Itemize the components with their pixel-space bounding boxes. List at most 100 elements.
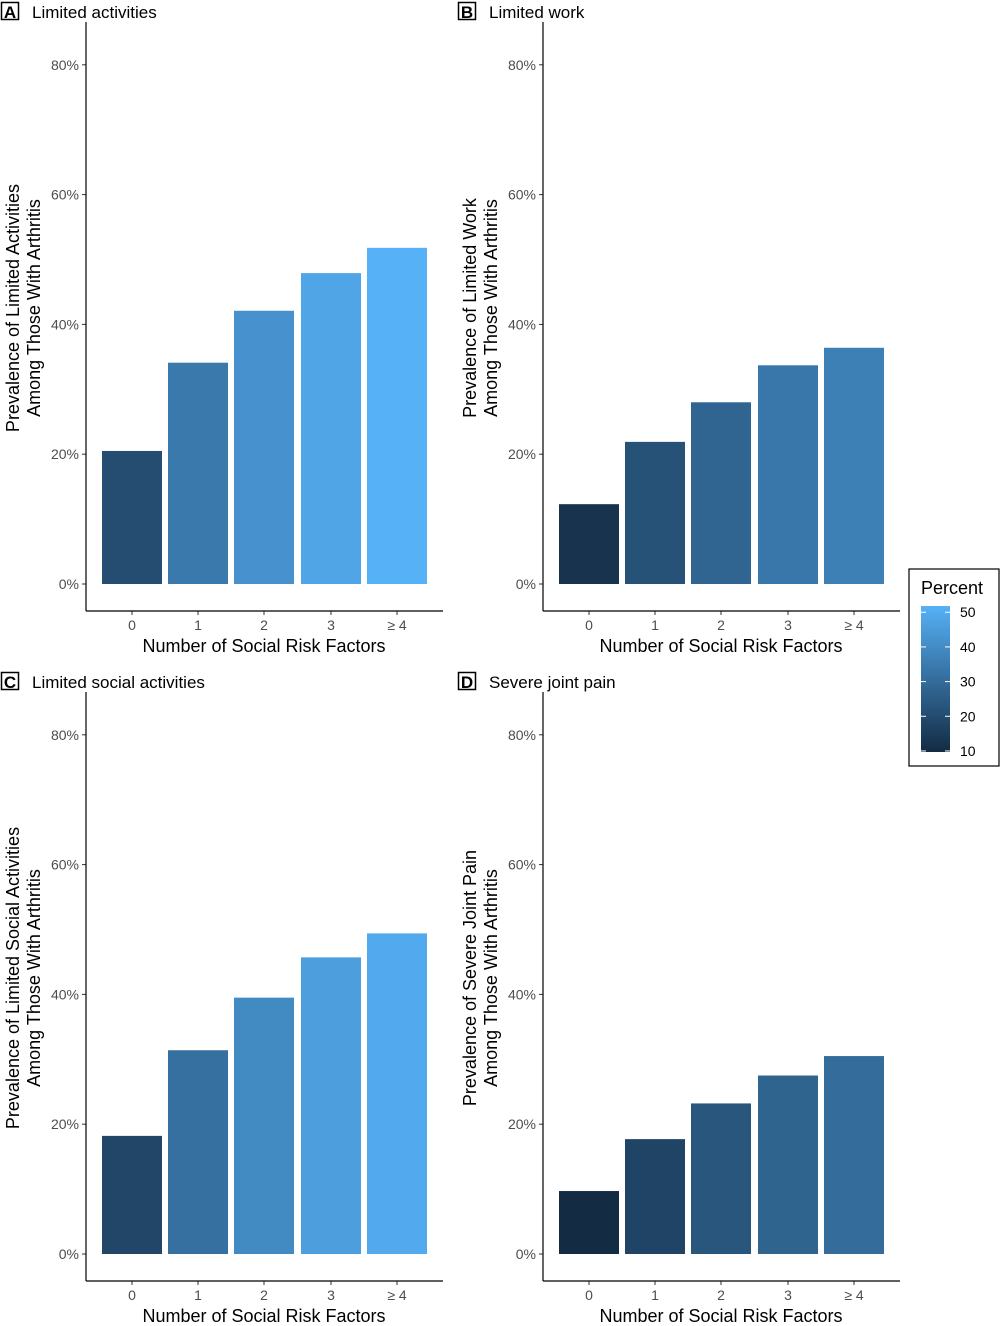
- x-axis-label: Number of Social Risk Factors: [599, 636, 842, 656]
- panel-title: Limited social activities: [32, 673, 205, 692]
- x-tick-label: 0: [585, 617, 593, 633]
- panel-letter-box: [0, 1, 20, 21]
- y-tick-label: 60%: [51, 187, 79, 203]
- bar: [168, 1050, 228, 1254]
- y-tick-label: 0%: [516, 576, 536, 592]
- y-axis-label-line: Among Those With Arthritis: [24, 869, 44, 1087]
- bar: [758, 365, 818, 584]
- y-tick-label: 80%: [508, 57, 536, 73]
- bar: [367, 933, 427, 1254]
- panel-title: Severe joint pain: [489, 673, 616, 692]
- x-axis-label: Number of Social Risk Factors: [599, 1306, 842, 1326]
- y-axis-label-line: Among Those With Arthritis: [24, 199, 44, 417]
- y-tick-label: 40%: [51, 316, 79, 332]
- bar: [234, 310, 294, 584]
- bar: [691, 402, 751, 584]
- y-axis-label: Prevalence of Limited Social ActivitiesA…: [3, 827, 44, 1129]
- y-tick-label: 20%: [508, 1116, 536, 1132]
- legend-title: Percent: [921, 578, 983, 598]
- x-tick-label: ≥ 4: [387, 1287, 407, 1303]
- bar: [691, 1103, 751, 1254]
- x-tick-label: 0: [585, 1287, 593, 1303]
- x-tick-label: 2: [260, 1287, 268, 1303]
- x-tick-label: 1: [651, 1287, 659, 1303]
- y-axis-label-line: Prevalence of Limited Work: [460, 197, 480, 418]
- panel-letter: D: [461, 673, 473, 692]
- bar: [168, 362, 228, 584]
- y-tick-label: 20%: [508, 446, 536, 462]
- panel-title: Limited activities: [32, 3, 157, 22]
- legend-colorbar: [921, 606, 950, 752]
- x-tick-label: 0: [128, 1287, 136, 1303]
- x-axis-label: Number of Social Risk Factors: [142, 1306, 385, 1326]
- bar: [758, 1075, 818, 1254]
- panel-letter-box: [457, 1, 477, 21]
- y-tick-label: 60%: [508, 857, 536, 873]
- x-tick-label: 1: [194, 617, 202, 633]
- panel-c: C Limited social activities 0% 20% 40% 60% 80%…: [0, 671, 443, 1326]
- panel-a: A Limited activities 0% 20% 40% 60% 80% 0 1 2 3 ≥ 4…: [0, 1, 443, 656]
- panel-letter: C: [4, 673, 16, 692]
- x-tick-label: 1: [651, 617, 659, 633]
- panel-letter: A: [4, 3, 16, 22]
- y-tick-label: 80%: [51, 57, 79, 73]
- bar: [625, 1139, 685, 1254]
- bar: [559, 504, 619, 584]
- x-tick-label: 3: [784, 617, 792, 633]
- legend-label: 10: [960, 743, 976, 759]
- legend-label: 40: [960, 639, 976, 655]
- panel-d: D Severe joint pain 0% 20% 40% 60% 80% 0 1 2 3 ≥ 4N…: [457, 671, 900, 1326]
- bar: [301, 957, 361, 1254]
- x-tick-label: 3: [327, 617, 335, 633]
- y-axis-label: Prevalence of Limited WorkAmong Those Wi…: [460, 197, 501, 418]
- y-tick-label: 20%: [51, 446, 79, 462]
- legend: Percent 50 40 30 20 10: [908, 568, 1000, 767]
- bar: [625, 441, 685, 584]
- x-tick-label: 1: [194, 1287, 202, 1303]
- x-tick-label: ≥ 4: [387, 617, 407, 633]
- bar: [102, 450, 162, 584]
- panel-letter-box: [0, 671, 20, 691]
- bar: [559, 1191, 619, 1254]
- y-axis-label-line: Among Those With Arthritis: [481, 869, 501, 1087]
- y-tick-label: 60%: [51, 857, 79, 873]
- x-tick-label: 2: [717, 1287, 725, 1303]
- x-tick-label: 2: [717, 617, 725, 633]
- panel-b: B Limited work 0% 20% 40% 60% 80% 0 1 2 3 ≥ 4Number…: [457, 1, 900, 656]
- y-axis-label-line: Prevalence of Severe Joint Pain: [460, 850, 480, 1106]
- y-tick-label: 40%: [51, 986, 79, 1002]
- bar: [824, 1056, 884, 1254]
- x-tick-label: 2: [260, 617, 268, 633]
- bar: [301, 273, 361, 584]
- x-axis-label: Number of Social Risk Factors: [142, 636, 385, 656]
- y-axis-label: Prevalence of Limited ActivitiesAmong Th…: [3, 184, 44, 432]
- x-tick-label: ≥ 4: [844, 1287, 864, 1303]
- legend-label: 30: [960, 674, 976, 690]
- legend-label: 50: [960, 604, 976, 620]
- y-tick-label: 60%: [508, 187, 536, 203]
- y-tick-label: 0%: [59, 1246, 79, 1262]
- y-tick-label: 80%: [51, 727, 79, 743]
- panel-letter: B: [461, 3, 473, 22]
- y-tick-label: 0%: [516, 1246, 536, 1262]
- y-axis-label-line: Prevalence of Limited Social Activities: [3, 827, 23, 1129]
- y-axis-label-line: Among Those With Arthritis: [481, 199, 501, 417]
- y-tick-label: 80%: [508, 727, 536, 743]
- x-tick-label: 0: [128, 617, 136, 633]
- legend-label: 20: [960, 708, 976, 724]
- x-tick-label: ≥ 4: [844, 617, 864, 633]
- panel-letter-box: [457, 671, 477, 691]
- panel-title: Limited work: [489, 3, 585, 22]
- bar: [234, 997, 294, 1254]
- y-axis-label: Prevalence of Severe Joint PainAmong Tho…: [460, 850, 501, 1106]
- y-tick-label: 40%: [508, 986, 536, 1002]
- bar: [824, 347, 884, 584]
- x-tick-label: 3: [784, 1287, 792, 1303]
- y-axis-label-line: Prevalence of Limited Activities: [3, 184, 23, 432]
- y-tick-label: 40%: [508, 316, 536, 332]
- y-tick-label: 0%: [59, 576, 79, 592]
- y-tick-label: 20%: [51, 1116, 79, 1132]
- x-tick-label: 3: [327, 1287, 335, 1303]
- bar: [367, 247, 427, 584]
